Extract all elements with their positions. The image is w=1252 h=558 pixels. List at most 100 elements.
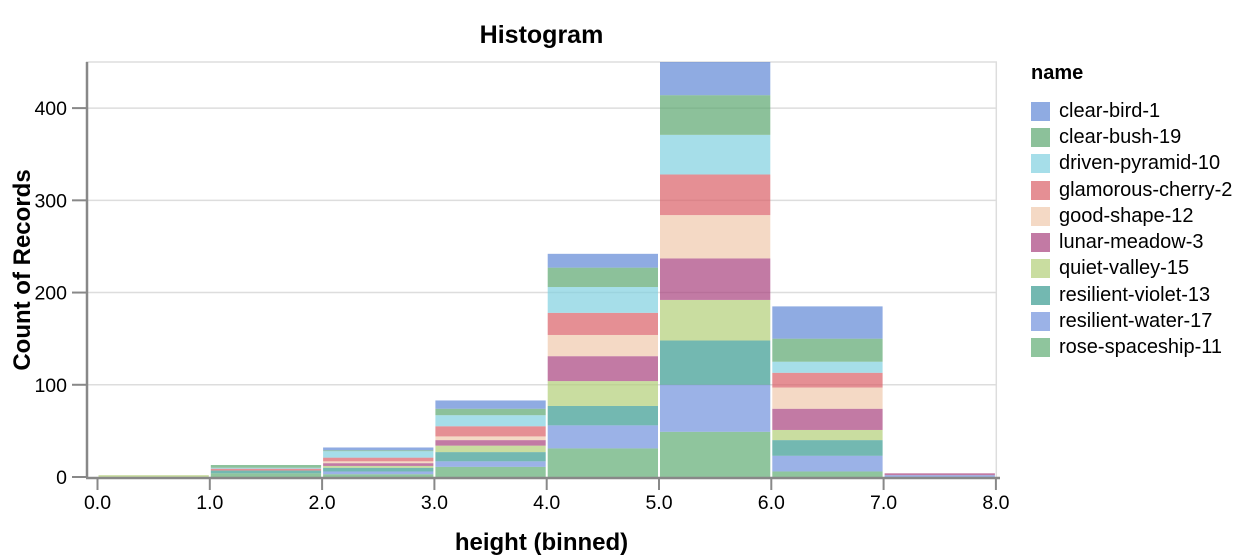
bar-segment [884,473,995,476]
bar-segment [660,174,771,216]
legend-swatch [1031,180,1050,200]
bar-segment [660,215,771,259]
x-tick-label: 8.0 [982,492,1009,514]
bar-segment [323,450,434,452]
bar-segment [323,474,434,477]
bar-segment [547,312,658,335]
y-tick-label: 0 [56,467,67,489]
bar-segment [210,465,322,468]
bar-segment [547,253,658,268]
bar-segment [435,466,546,477]
legend-label: resilient-water-17 [1059,310,1213,333]
bar-segment [547,448,658,477]
bar-segment [660,340,771,385]
legend-item: rose-spaceship-11 [1031,335,1251,361]
legend-swatch [1031,154,1050,174]
bar-segment [210,467,322,469]
bar-segment [210,473,322,477]
x-tick-label: 5.0 [645,492,672,514]
bar-segment [772,429,883,441]
bar-segment [435,426,546,437]
x-tick-label: 1.0 [196,492,223,514]
bar-segment [660,299,771,341]
x-tick-label: 2.0 [309,492,336,514]
bar-segment [323,463,434,466]
legend-label: driven-pyramid-10 [1059,152,1221,175]
legend-label: quiet-valley-15 [1059,257,1190,280]
legend-item: resilient-violet-13 [1031,282,1251,308]
bar-segment [435,461,546,467]
bar-segment [884,475,995,477]
bar-segment [772,372,883,388]
legend-items: clear-bird-1 clear-bush-19 driven-pyramid-… [1031,98,1251,361]
bar-segment [323,471,434,475]
y-tick-label: 300 [34,190,67,212]
bar-segment [660,134,771,175]
legend-swatch [1031,101,1050,121]
x-tick-label: 0.0 [84,492,111,514]
x-tick-label: 4.0 [533,492,560,514]
x-tick-label: 7.0 [870,492,897,514]
bar-segment [547,405,658,426]
legend-item: driven-pyramid-10 [1031,151,1251,177]
legend-label: clear-bird-1 [1059,99,1161,122]
legend-swatch [1031,259,1050,279]
x-tick-label: 6.0 [758,492,785,514]
bar-segment [772,408,883,430]
legend-item: good-shape-12 [1031,203,1251,229]
legend-label: clear-bush-19 [1059,125,1182,148]
legend-label: resilient-violet-13 [1059,283,1211,306]
bar-segment [547,356,658,382]
y-axis-title: Count of Records [9,169,36,371]
x-axis-title: height (binned) [454,529,629,556]
bar-segment [660,258,771,300]
bar-segment [660,95,771,135]
legend-swatch [1031,127,1050,147]
bar-segment [660,384,771,432]
bar-segment [323,465,434,468]
bar-segment [660,62,771,96]
legend-label: glamorous-cherry-2 [1059,178,1233,201]
bar-segment [547,334,658,357]
legend-item: glamorous-cherry-2 [1031,177,1251,203]
legend-swatch [1031,285,1050,305]
y-tick-label: 100 [34,375,67,397]
bar-segment [210,468,322,471]
bar-segment [547,381,658,406]
bar-segment [772,306,883,339]
legend-swatch [1031,338,1050,358]
bar-segment [210,470,322,474]
legend-label: rose-spaceship-11 [1059,336,1223,359]
bar-segment [772,361,883,373]
bar-segment [435,415,546,427]
legend: name clear-bird-1 clear-bush-19 driven-pyr… [1031,62,1251,361]
chart-title: Histogram [479,21,604,49]
bar-segment [772,387,883,409]
bar-segment [547,267,658,288]
bar-segment [547,287,658,313]
x-tick-label: 3.0 [421,492,448,514]
legend-item: lunar-meadow-3 [1031,229,1251,255]
legend-item: resilient-water-17 [1031,308,1251,334]
legend-swatch [1031,312,1050,332]
bar-segment [98,475,209,477]
bar-segment [772,338,883,362]
bar-segment [435,436,546,441]
legend-item: quiet-valley-15 [1031,256,1251,282]
legend-swatch [1031,206,1050,226]
bar-segment [772,440,883,456]
legend-label: lunar-meadow-3 [1059,231,1204,254]
legend-title: name [1031,62,1084,84]
bar-segment [772,471,883,477]
legend-swatch [1031,233,1050,253]
bar-segment [547,425,658,449]
bar-segment [323,451,434,458]
bar-segment [323,457,434,462]
bar-segment [323,447,434,451]
legend-label: good-shape-12 [1059,204,1194,227]
bar-segment [435,452,546,462]
legend-item: clear-bush-19 [1031,124,1251,150]
bar-segment [435,440,546,446]
bar-segment [323,467,434,472]
